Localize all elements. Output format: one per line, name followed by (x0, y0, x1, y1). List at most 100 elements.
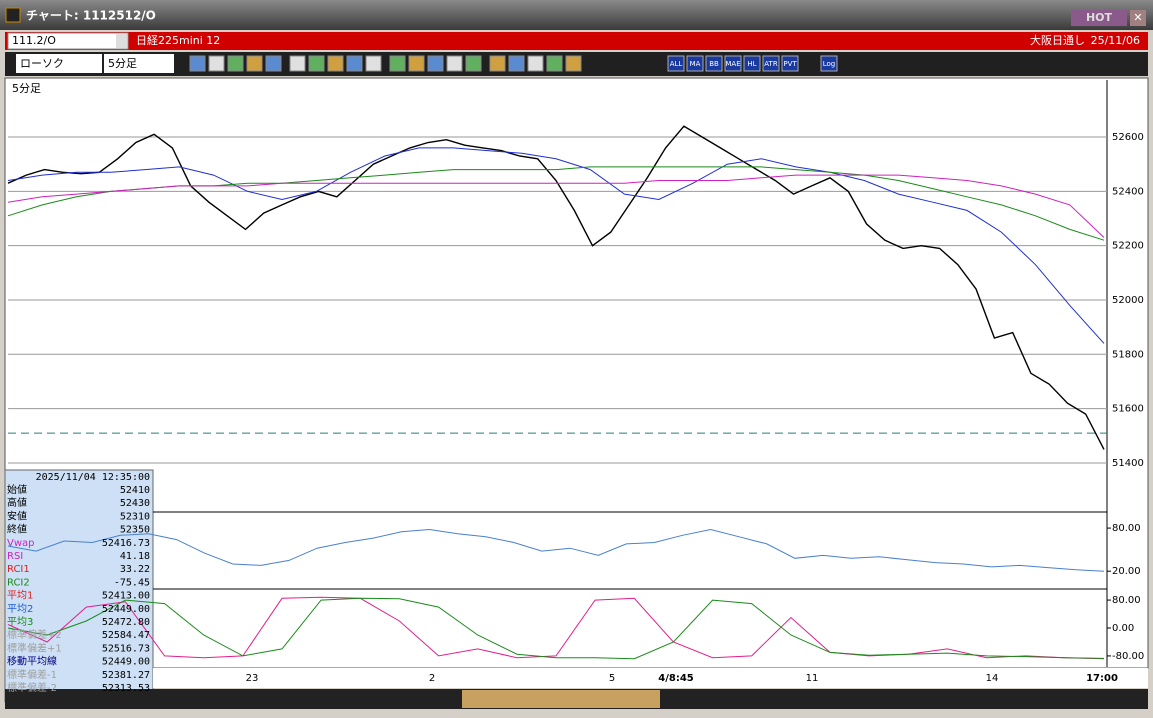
info-label: 平均3 (7, 616, 33, 628)
indicator-line (7, 528, 1105, 572)
x-tick-label: 11 (806, 673, 819, 684)
y-tick-label: 80.00 (1112, 595, 1141, 606)
interval: 5分足 (108, 57, 137, 70)
x-tick-label: 4/8:45 (658, 673, 694, 684)
y-tick-label: 52200 (1112, 241, 1144, 252)
info-datetime: 2025/11/04 12:35:00 (36, 472, 150, 483)
chart-label: 5分足 (12, 82, 41, 95)
scroll-thumb[interactable] (462, 690, 660, 708)
symbol-code: 111.2/O (12, 34, 56, 47)
price-line (7, 174, 1105, 238)
tool-button-label: HL (747, 60, 756, 68)
tool-button[interactable] (781, 55, 799, 72)
tool-icon (546, 55, 563, 72)
tool-icon (346, 55, 363, 72)
x-tick-label: 5 (609, 673, 615, 684)
tool-icon (446, 55, 463, 72)
tool-button[interactable] (820, 55, 838, 72)
info-value: 52472.80 (102, 617, 150, 628)
tool-icon (489, 55, 506, 72)
tool-icon (565, 55, 582, 72)
tool-icon (465, 55, 482, 72)
info-value: 52381.27 (102, 670, 150, 681)
close-icon: ✕ (1133, 11, 1142, 24)
symbol-bar (5, 32, 1148, 50)
interval-select[interactable] (104, 54, 174, 73)
symbol-input[interactable] (7, 32, 129, 50)
tool-icon (365, 55, 382, 72)
info-label: RCI1 (7, 564, 30, 575)
tool-icon (308, 55, 325, 72)
tool-icon (327, 55, 344, 72)
info-label: 始値 (7, 483, 27, 496)
y-tick-label: 20.00 (1112, 566, 1141, 577)
info-label: 標準偏差+2 (7, 628, 62, 641)
tool-icon (189, 55, 206, 72)
y-tick-label: 51400 (1112, 458, 1144, 469)
y-tick-label: -80.00 (1112, 651, 1144, 662)
tool-icon (227, 55, 244, 72)
tool-button-label: MA (690, 60, 701, 68)
date: 25/11/06 (1091, 34, 1140, 47)
chart-kind: ローソク (20, 57, 64, 70)
info-value: 52413.00 (102, 591, 150, 602)
tool-button-label: BB (709, 60, 719, 68)
session: 大阪日通し (1030, 33, 1085, 47)
app-icon (5, 7, 21, 23)
info-value: 52584.47 (102, 630, 150, 641)
tool-button-label: MAE (725, 60, 740, 68)
x-tick-label: 17:00 (1086, 673, 1118, 684)
tool-button-label: ATR (764, 60, 778, 68)
hot-button[interactable] (1071, 10, 1127, 26)
tool-button[interactable] (762, 55, 780, 72)
tool-icon (508, 55, 525, 72)
indicator-line (7, 597, 1105, 660)
info-label: 平均1 (7, 590, 33, 602)
tool-icon (389, 55, 406, 72)
info-value: 41.18 (120, 551, 150, 562)
indicator-line (7, 596, 1105, 660)
chart-kind-select[interactable] (16, 54, 102, 73)
info-label: 標準偏差-1 (7, 668, 57, 681)
info-value: 33.22 (120, 564, 150, 575)
title-bar (0, 0, 1153, 30)
info-value: 52350 (120, 525, 150, 536)
info-value: 52449.00 (102, 604, 150, 615)
tool-button-label: PVT (783, 60, 797, 68)
info-value: 52416.73 (102, 538, 150, 549)
tool-icon (208, 55, 225, 72)
tool-button[interactable] (686, 55, 704, 72)
y-tick-label: 52400 (1112, 186, 1144, 197)
info-value: 52449.00 (102, 657, 150, 668)
tool-button[interactable] (724, 55, 742, 72)
dropdown[interactable] (116, 34, 127, 48)
tool-icon (246, 55, 263, 72)
info-value: 52310 (120, 511, 150, 522)
tool-button[interactable] (705, 55, 723, 72)
info-label: 終値 (7, 523, 27, 536)
info-label: 標準偏差-2 (7, 681, 57, 694)
info-label: Vwap (7, 538, 35, 549)
info-value: 52516.73 (102, 643, 150, 654)
tool-button[interactable] (743, 55, 761, 72)
info-label: 安値 (7, 509, 27, 522)
info-value: 52313.53 (102, 683, 150, 694)
info-panel (4, 469, 154, 703)
tool-button[interactable] (667, 55, 685, 72)
tool-button-label: Log (823, 60, 836, 68)
y-tick-label: 52000 (1112, 295, 1144, 306)
tool-icon (265, 55, 282, 72)
tool-icon (527, 55, 544, 72)
price-line (7, 147, 1105, 344)
x-tick-label: 2 (429, 673, 435, 684)
x-tick-label: 14 (986, 673, 999, 684)
tool-icon (408, 55, 425, 72)
close-button[interactable] (1130, 10, 1146, 26)
window-title: チャート: 1112512/O (26, 9, 156, 23)
info-value: 52410 (120, 485, 150, 496)
y-tick-label: 80.00 (1112, 523, 1141, 534)
info-label: 標準偏差+1 (7, 641, 62, 654)
y-tick-label: 0.00 (1112, 623, 1134, 634)
